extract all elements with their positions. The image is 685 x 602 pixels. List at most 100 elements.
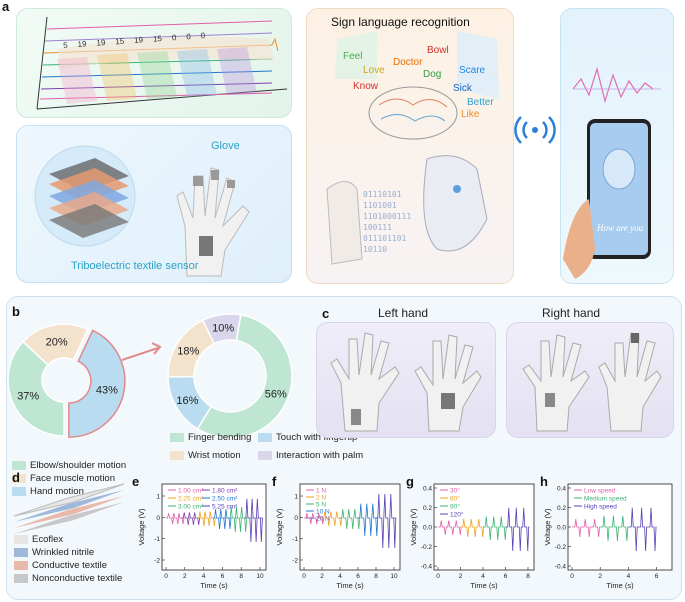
panel-b-donuts: 37% 20% 43% 56% 16% 18% 10% — [7, 313, 293, 439]
y-tick-label: -2 — [154, 558, 160, 565]
textile-sensor-illustration — [34, 145, 250, 277]
legend-swatch — [258, 451, 272, 460]
word-dog: Dog — [423, 69, 442, 80]
legend-label: Nonconductive textile — [32, 573, 123, 584]
waveform-box: 5 19 19 15 19 15 0 0 0 — [16, 8, 292, 118]
legend-item: Interaction with palm — [258, 450, 363, 461]
x-axis-label: Time (s) — [470, 581, 498, 590]
donut-slice — [196, 314, 293, 439]
legend-label: 2.25 cm² — [178, 495, 204, 502]
y-tick-label: -0.4 — [421, 564, 433, 571]
donut-chart-body-motion: 37% 20% 43% — [7, 323, 126, 438]
signal-trace — [322, 511, 343, 527]
phone-text: How are you — [597, 223, 644, 233]
waveform-sketch — [36, 16, 288, 110]
donut-slice — [68, 329, 126, 438]
phone-box: How are you — [560, 8, 674, 284]
legend-swatch — [14, 561, 28, 570]
slice-label: 56% — [265, 388, 287, 400]
legend-label: Wrinkled nitrile — [32, 547, 95, 558]
legend-item: Finger bending — [170, 432, 251, 443]
glove-hand-icon — [176, 167, 250, 277]
y-tick-label: -1 — [292, 536, 298, 543]
tape-digit: 15 — [114, 36, 125, 47]
legend-label: 30° — [450, 486, 460, 494]
y-tick-label: 0.4 — [557, 486, 566, 493]
x-tick-label: 0 — [302, 573, 306, 580]
donut-slice — [7, 340, 65, 437]
sensor-glove-box: Glove Triboelectric textile sensor — [16, 125, 292, 283]
x-axis-label: Time (s) — [200, 581, 228, 590]
x-tick-label: 2 — [320, 573, 324, 580]
y-axis-label: Voltage (V) — [543, 508, 552, 546]
binary-line: 011101101 — [363, 234, 407, 243]
sensor-label: Triboelectric textile sensor — [71, 260, 199, 272]
y-tick-label: 0 — [294, 515, 298, 522]
x-axis-label: Time (s) — [336, 581, 364, 590]
legend-swatch — [258, 433, 272, 442]
legend-label: 5 N — [316, 501, 326, 508]
layer-stack-illustration — [13, 483, 125, 534]
y-tick-label: 0 — [156, 515, 160, 522]
slice-label: 43% — [96, 385, 118, 397]
tape-digit: 19 — [133, 35, 144, 45]
x-tick-label: 10 — [256, 573, 264, 580]
y-tick-label: -2 — [292, 558, 298, 565]
signal-trace — [340, 509, 361, 530]
glove-label: Glove — [211, 140, 240, 152]
legend-label: 1.00 cm² — [178, 487, 204, 494]
word-scare: Scare — [459, 65, 486, 76]
word-doctor: Doctor — [393, 57, 423, 68]
y-tick-label: -1 — [154, 536, 160, 543]
legend-item: Wrist motion — [170, 450, 241, 461]
legend-layers: Ecoflex Wrinkled nitrile Conductive textil… — [14, 534, 144, 594]
donut-chart-hand-motion: 56% 16% 18% 10% — [167, 313, 293, 439]
y-axis-label: Voltage (V) — [409, 508, 418, 546]
binary-line: 01110101 — [363, 190, 402, 199]
legend-item: Elbow/shoulder motion — [12, 460, 126, 471]
x-tick-label: 4 — [338, 573, 342, 580]
recognition-title: Sign language recognition — [331, 15, 470, 29]
x-tick-label: 8 — [374, 573, 378, 580]
signal-trace — [572, 518, 601, 538]
phone-illustration — [563, 66, 661, 279]
tape-digit: 15 — [152, 34, 163, 44]
legend-label: Hand motion — [30, 486, 84, 497]
legend-label: 20 N — [316, 515, 330, 522]
panel-label-g: g — [406, 474, 414, 489]
legend-item: Nonconductive textile — [14, 573, 122, 584]
word-know: Know — [353, 81, 379, 92]
x-tick-label: 8 — [526, 573, 530, 580]
binary-line: 1101001 — [363, 201, 397, 210]
binary-line: 1101000111 — [363, 212, 412, 221]
legend-label: Conductive textile — [32, 560, 107, 571]
tape-digit: 0 — [200, 31, 206, 41]
legend-hand-motion: Finger bending Touch with fingertip Wrist … — [170, 432, 363, 472]
legend-swatch — [14, 535, 28, 544]
right-hand-title: Right hand — [542, 306, 601, 320]
signal-trace — [304, 513, 325, 525]
legend-label: Low speed — [584, 487, 616, 494]
legend-item: Wrinkled nitrile — [14, 547, 94, 558]
legend-item: Touch with fingertip — [258, 432, 357, 443]
word-bowl: Bowl — [427, 45, 449, 56]
x-tick-label: 4 — [202, 573, 206, 580]
legend-swatch — [14, 548, 28, 557]
binary-stream: 01110101 1101001 1101000111 100111 01110… — [363, 189, 411, 255]
y-tick-label: 0.2 — [423, 505, 432, 512]
x-tick-label: 10 — [390, 573, 398, 580]
legend-swatch — [12, 487, 26, 496]
y-tick-label: -0.2 — [421, 544, 433, 551]
tape-digit: 19 — [96, 38, 106, 48]
legend-label: 2.50 cm² — [212, 495, 238, 502]
y-axis-label: Voltage (V) — [275, 508, 284, 546]
legend-swatch — [170, 433, 184, 442]
signal-trace — [505, 507, 530, 552]
panel-label-h: h — [540, 474, 548, 489]
x-tick-label: 0 — [164, 573, 168, 580]
plot-h: 0.4 0.2 0.0 -0.2 -0.40 2 4 6 Time (s) Voltage (V)… — [543, 483, 673, 590]
x-tick-label: 6 — [655, 573, 659, 580]
left-hand-image — [316, 322, 496, 438]
legend-label: High speed — [584, 503, 617, 510]
legend-item: Face muscle motion — [12, 473, 115, 484]
